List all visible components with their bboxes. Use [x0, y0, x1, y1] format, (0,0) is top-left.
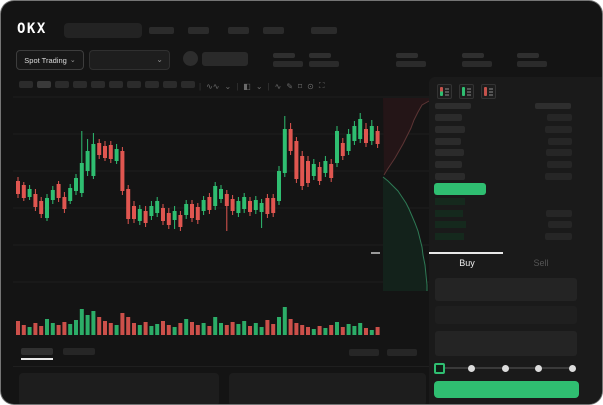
- ticker-stat-5-label: [517, 53, 539, 58]
- nav-item-1[interactable]: [149, 27, 174, 34]
- chevron-down-icon: ⌄: [156, 55, 163, 64]
- ask-row-1-price: [435, 114, 462, 121]
- ask-row-3-price: [435, 137, 461, 145]
- ask-row-5-amount: [547, 161, 572, 169]
- book-asks-icon[interactable]: [481, 84, 496, 99]
- orders-panel-placeholder: [19, 373, 219, 404]
- candle-type-icon[interactable]: ∿∿: [206, 81, 220, 91]
- bottom-tab-history[interactable]: [63, 348, 95, 355]
- interval-button-10[interactable]: [181, 81, 195, 88]
- book-bids-icon[interactable]: [459, 84, 474, 99]
- bid-row-4-price: [435, 233, 464, 241]
- ticker-stat-3-value: [396, 61, 426, 67]
- order-amount-field[interactable]: [435, 306, 577, 324]
- market-type-selector[interactable]: Spot Trading ⌄: [16, 50, 84, 70]
- interval-button-1[interactable]: [19, 81, 33, 88]
- tab-buy[interactable]: Buy: [459, 258, 475, 268]
- bottom-control-2[interactable]: [387, 349, 417, 356]
- interval-button-2[interactable]: [37, 81, 51, 88]
- bottom-tab-open-orders[interactable]: [21, 348, 53, 355]
- chart-tools: | ∿∿ ⌄ | ◧ ⌄ | ∿ ✎ ⌑ ⊙ ⛶: [199, 80, 324, 92]
- bid-row-4-amount: [545, 233, 572, 241]
- interval-button-7[interactable]: [127, 81, 141, 88]
- slider-stop-50pct[interactable]: [501, 364, 509, 372]
- bid-row-1-price: [435, 198, 465, 205]
- ob-col-header-price: [435, 103, 471, 109]
- ticker-stat-5-value: [517, 61, 547, 67]
- ticker-stat-1-value: [273, 61, 303, 67]
- ask-row-6-price: [435, 173, 465, 180]
- ask-row-1-amount: [547, 114, 572, 121]
- slider-stop-75pct[interactable]: [535, 364, 542, 372]
- pair-name-placeholder[interactable]: [202, 52, 248, 66]
- ticker-stat-2-label: [309, 53, 331, 58]
- ask-row-5-price: [435, 161, 462, 169]
- screenshot-icon[interactable]: ⌑: [298, 81, 303, 91]
- orders-panel-placeholder-2: [229, 373, 426, 404]
- ticker-stat-1-label: [273, 53, 295, 58]
- last-price-badge[interactable]: [434, 183, 486, 195]
- ticker-stat-4-value: [462, 61, 492, 67]
- order-price-field[interactable]: [435, 278, 577, 301]
- nav-item-4[interactable]: [263, 27, 284, 34]
- line-tool-icon[interactable]: ∿: [274, 81, 282, 91]
- indicators-icon[interactable]: ◧: [243, 81, 251, 91]
- interval-button-5[interactable]: [91, 81, 105, 88]
- draw-icon[interactable]: ✎: [286, 81, 294, 91]
- ticker-stat-4-label: [462, 53, 484, 58]
- slider-stop-25pct[interactable]: [468, 364, 475, 372]
- nav-item-2[interactable]: [188, 27, 209, 34]
- ask-row-4-amount: [546, 149, 572, 157]
- order-total-field[interactable]: [435, 331, 577, 356]
- ask-row-3-amount: [548, 137, 572, 145]
- ask-row-4-price: [435, 149, 464, 157]
- bid-row-2-amount: [546, 209, 572, 217]
- divider: |: [199, 81, 202, 91]
- interval-button-8[interactable]: [145, 81, 159, 88]
- bottom-tab-underline: [21, 358, 53, 360]
- slider-stop-0pct[interactable]: [434, 363, 445, 374]
- ticker-stat-3-label: [396, 53, 418, 58]
- chevron-down-icon[interactable]: ⌄: [224, 81, 232, 91]
- chevron-down-icon: ⌄: [69, 57, 76, 64]
- book-combined-icon[interactable]: [437, 84, 452, 99]
- slider-stop-100pct[interactable]: [568, 364, 576, 372]
- pair-select[interactable]: ⌄: [89, 50, 170, 70]
- coin-avatar: [183, 51, 198, 66]
- bottom-control-1[interactable]: [349, 349, 379, 356]
- buy-submit-button[interactable]: [434, 381, 579, 398]
- divider: [13, 366, 429, 367]
- divider: |: [236, 81, 239, 91]
- chevron-down-icon[interactable]: ⌄: [255, 81, 263, 91]
- interval-button-4[interactable]: [73, 81, 87, 88]
- divider: |: [267, 81, 270, 91]
- bid-row-2-price: [435, 209, 463, 217]
- search-input[interactable]: [64, 23, 142, 38]
- okx-logo: OKX: [17, 21, 47, 37]
- nav-item-3[interactable]: [228, 27, 249, 34]
- nav-item-5[interactable]: [311, 27, 337, 34]
- interval-button-9[interactable]: [163, 81, 177, 88]
- interval-button-3[interactable]: [55, 81, 69, 88]
- ticker-stat-2-value: [309, 61, 339, 67]
- active-tab-underline: [429, 252, 503, 254]
- ask-row-2-amount: [545, 125, 572, 133]
- ob-col-header-amount: [535, 103, 571, 109]
- settings-icon[interactable]: ⊙: [307, 81, 314, 91]
- ask-row-2-price: [435, 125, 465, 133]
- bid-row-3-price: [435, 221, 466, 229]
- tab-sell[interactable]: Sell: [533, 258, 549, 268]
- ask-row-6-amount: [545, 173, 572, 180]
- bid-row-3-amount: [548, 221, 572, 229]
- interval-button-6[interactable]: [109, 81, 123, 88]
- fullscreen-icon[interactable]: ⛶: [318, 81, 325, 90]
- market-type-label: Spot Trading: [24, 55, 67, 65]
